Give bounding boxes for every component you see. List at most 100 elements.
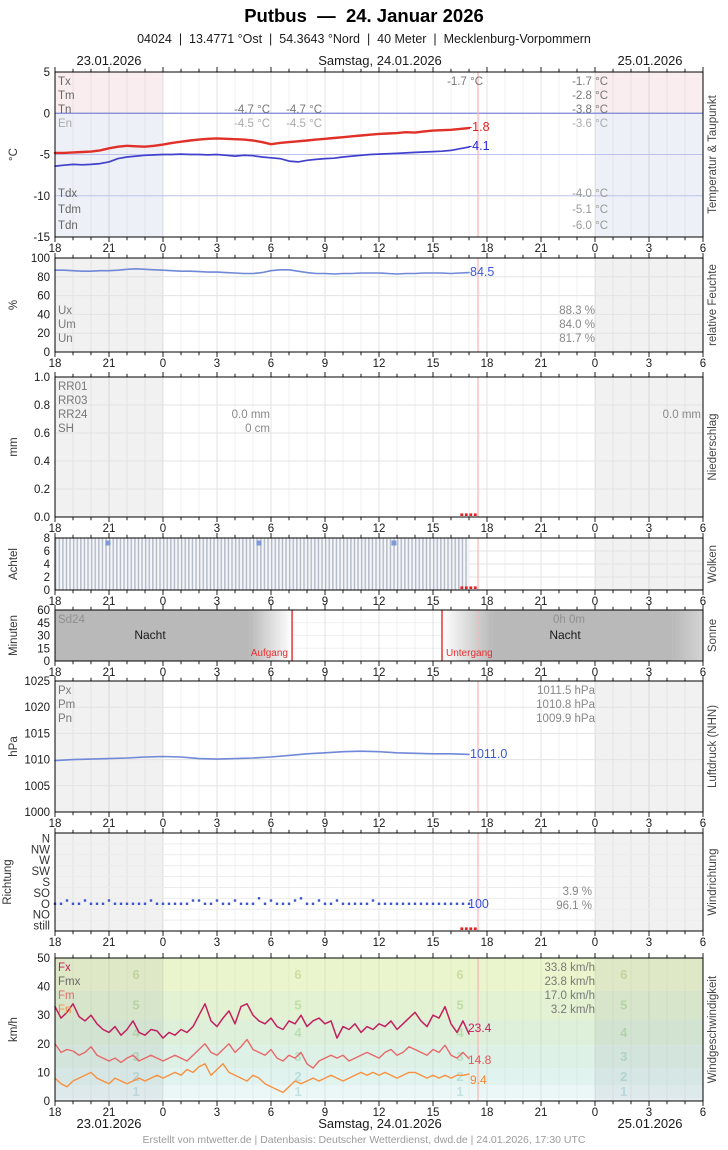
y-tick-label: 1005 (24, 781, 50, 793)
x-tick-label: 3 (214, 1107, 220, 1119)
y-tick-label: 20 (37, 328, 50, 340)
dusk-twilight (442, 610, 493, 661)
x-tick-label: 0 (160, 596, 166, 608)
x-tick-label: 15 (427, 596, 440, 608)
y-tick-label: 60 (37, 291, 50, 303)
y-tick-label: 0.8 (34, 400, 50, 412)
annotation: 84.0 % (559, 319, 595, 331)
x-tick-label: 21 (535, 523, 548, 535)
wind-direction-dot (449, 902, 453, 905)
x-tick-label: 18 (481, 937, 494, 949)
y-cat-label: SW (31, 866, 50, 878)
x-tick-label: 3 (646, 243, 652, 255)
wind-direction-dot (467, 902, 471, 905)
series-relative Feuchte (54, 268, 470, 275)
recent-data-marker (473, 927, 477, 930)
panel-side-label: relative Feuchte (707, 264, 719, 346)
series-Temperatur (53, 126, 471, 155)
x-tick-label: 6 (700, 667, 706, 679)
offday-shade (595, 833, 703, 931)
offday-shade (55, 681, 163, 812)
x-tick-label: 18 (49, 937, 62, 949)
beaufort-label: 1 (620, 1084, 627, 1099)
x-tick-label: 6 (700, 358, 706, 370)
x-tick-label: 3 (646, 358, 652, 370)
axis-unit-label: hPa (8, 736, 20, 757)
y-tick-label: 0 (44, 585, 50, 597)
y-tick-label: 10 (37, 1067, 50, 1079)
offday-shade (55, 958, 163, 1101)
x-tick-label: 0 (160, 667, 166, 679)
panel-frame (54, 257, 704, 353)
x-tick-label: 21 (535, 818, 548, 830)
x-tick-label: 6 (268, 523, 274, 535)
beaufort-band (55, 958, 703, 991)
annotation: 14.8 (468, 1053, 492, 1067)
offday-shade (55, 113, 163, 237)
x-tick-label: 15 (427, 667, 440, 679)
x-tick-label: 18 (481, 667, 494, 679)
beaufort-label: 5 (456, 998, 463, 1013)
series-Taupunkt (54, 146, 470, 167)
wind-direction-dot (377, 902, 381, 905)
x-tick-label: 6 (700, 1107, 706, 1119)
x-tick-label: 0 (160, 523, 166, 535)
y-tick-label: 1000 (24, 807, 50, 819)
wind-direction-dot (437, 902, 441, 905)
footer-date-current: Samstag, 24.01.2026 (318, 1116, 442, 1131)
y-tick-label: 0.2 (34, 484, 50, 496)
beaufort-label: 2 (294, 1069, 301, 1084)
x-tick-label: 6 (268, 1107, 274, 1119)
annotation: RR24 (58, 409, 88, 421)
footer-date-next: 25.01.2026 (617, 1116, 683, 1131)
x-tick-label: 3 (214, 937, 220, 949)
offday-shade (595, 377, 703, 517)
x-tick-label: 6 (700, 818, 706, 830)
x-tick-label: 6 (700, 937, 706, 949)
y-tick-label: -10 (33, 191, 50, 203)
wind-direction-dot (275, 902, 279, 905)
header-date-next: 25.01.2026 (617, 53, 683, 68)
annotation: 9.4 (470, 1073, 487, 1087)
wind-direction-dot (251, 902, 255, 905)
annotation: -4.7 °C (234, 104, 270, 116)
y-tick-label: 2 (44, 572, 50, 584)
beaufort-label: 3 (456, 1049, 463, 1064)
annotation: 23.8 km/h (545, 976, 596, 988)
y-tick-label: 60 (37, 605, 50, 617)
x-tick-label: 12 (373, 937, 386, 949)
x-tick-label: 18 (481, 358, 494, 370)
annotation: Px (58, 685, 72, 697)
y-tick-label: 40 (37, 982, 50, 994)
y-tick-label: 20 (37, 1039, 50, 1051)
offday-shade (55, 833, 163, 931)
recent-data-marker (469, 586, 473, 589)
annotation: -4.5 °C (234, 118, 270, 130)
annotation: 84.5 (470, 265, 494, 279)
beaufort-band (55, 1045, 703, 1069)
wind-direction-dot (131, 902, 135, 905)
recent-data-marker (464, 927, 468, 930)
x-tick-label: 21 (535, 667, 548, 679)
y-tick-label: 1010 (24, 755, 50, 767)
wind-direction-dot (461, 902, 465, 905)
x-tick-label: 15 (427, 937, 440, 949)
beaufort-label: 4 (294, 1025, 302, 1040)
x-tick-label: 12 (373, 1107, 386, 1119)
x-tick-label: 0 (592, 243, 598, 255)
axis-unit-label: Minuten (8, 615, 20, 656)
y-tick-label: 100 (31, 253, 50, 265)
y-cat-label: W (39, 855, 50, 867)
x-tick-label: 18 (49, 358, 62, 370)
annotation: Fmx (58, 976, 81, 988)
offday-shade (595, 958, 703, 1101)
axis-unit-label: Achtel (8, 548, 20, 580)
offday-shade (595, 72, 703, 114)
cloud-obs-marker (391, 540, 397, 546)
annotation: Fn (58, 1004, 71, 1016)
panel-frame (54, 957, 704, 1102)
wind-direction-dot (383, 902, 387, 905)
x-tick-label: 0 (592, 523, 598, 535)
